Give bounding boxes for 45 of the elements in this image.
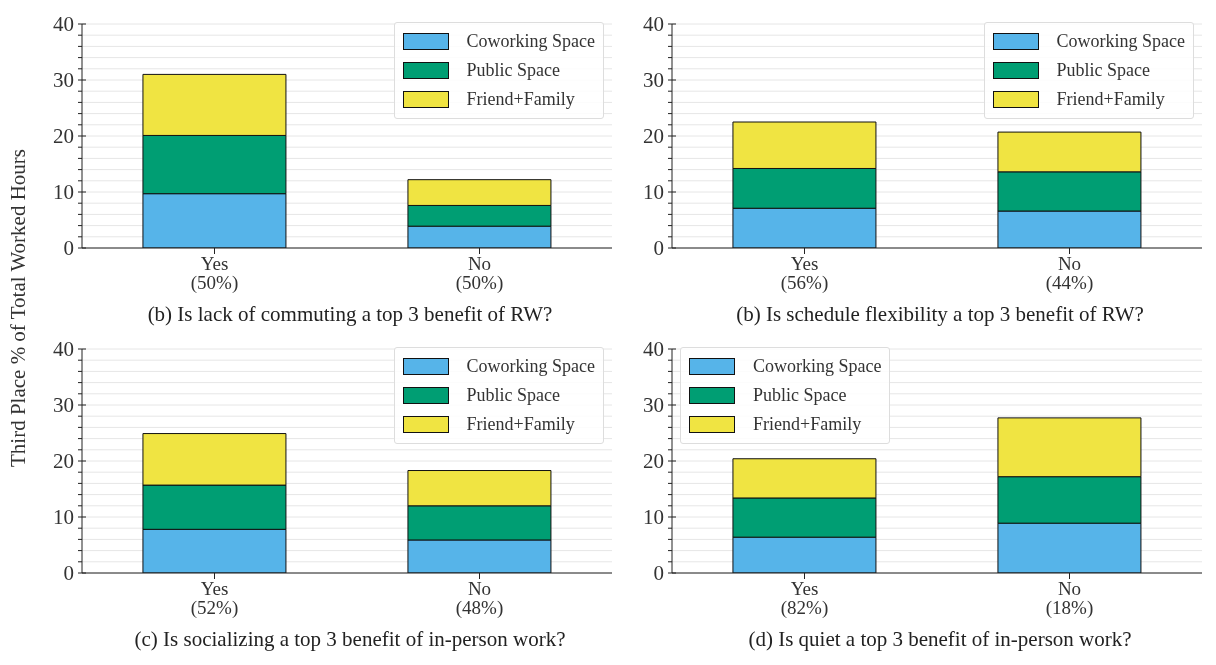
legend-label: Public Space — [753, 385, 847, 406]
legend-label: Coworking Space — [753, 356, 882, 377]
y-axis-title: Third Place % of Total Worked Hours — [5, 149, 31, 467]
x-tick-label: Yes (56%) — [780, 253, 829, 294]
x-axis-title: (c) Is socializing a top 3 benefit of in-person work? — [133, 627, 567, 652]
x-tick-label: Yes (50%) — [190, 253, 239, 294]
y-tick-label: 30 — [643, 68, 664, 92]
x-tick-label: No (18%) — [1045, 578, 1094, 619]
x-axis-title: (b) Is lack of commuting a top 3 benefit of RW? — [146, 302, 554, 327]
legend-label: Friend+Family — [466, 414, 575, 435]
y-tick-label: 20 — [643, 449, 664, 473]
y-tick-label: 0 — [653, 561, 664, 585]
y-tick-label: 30 — [53, 393, 74, 417]
y-tick-label: 10 — [643, 505, 664, 529]
y-tick-label: 30 — [643, 393, 664, 417]
y-tick-label: 20 — [53, 449, 74, 473]
legend-label: Friend+Family — [1056, 89, 1165, 110]
legend-label: Public Space — [466, 385, 560, 406]
y-tick-label: 0 — [63, 561, 74, 585]
y-tick-label: 10 — [53, 180, 74, 204]
x-tick-label: No (50%) — [455, 253, 504, 294]
y-tick-label: 0 — [653, 236, 664, 260]
x-tick-label: Yes (52%) — [190, 578, 239, 619]
x-tick-label: No (44%) — [1045, 253, 1094, 294]
legend-label: Coworking Space — [466, 356, 595, 377]
legend-label: Friend+Family — [753, 414, 862, 435]
y-tick-label: 40 — [643, 12, 664, 36]
y-tick-label: 30 — [53, 68, 74, 92]
x-tick-label: No (48%) — [455, 578, 504, 619]
x-tick-label: Yes (82%) — [780, 578, 829, 619]
x-axis-title: (d) Is quiet a top 3 benefit of in-person work? — [747, 627, 1133, 652]
legend-label: Friend+Family — [466, 89, 575, 110]
y-tick-label: 10 — [53, 505, 74, 529]
legend-label: Coworking Space — [1056, 31, 1185, 52]
y-tick-label: 40 — [53, 337, 74, 361]
legend-label: Public Space — [1056, 60, 1150, 81]
x-axis-title: (b) Is schedule flexibility a top 3 benefit of RW? — [735, 302, 1145, 327]
y-tick-label: 40 — [53, 12, 74, 36]
legend-label: Coworking Space — [466, 31, 595, 52]
legend-label: Public Space — [466, 60, 560, 81]
y-tick-label: 40 — [643, 337, 664, 361]
y-tick-label: 10 — [643, 180, 664, 204]
y-tick-label: 20 — [53, 124, 74, 148]
y-tick-label: 20 — [643, 124, 664, 148]
y-tick-label: 0 — [63, 236, 74, 260]
